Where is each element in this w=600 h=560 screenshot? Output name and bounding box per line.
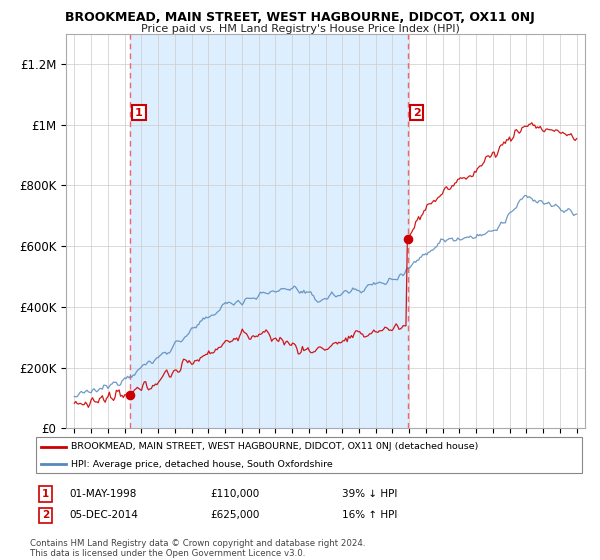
Text: 2: 2 bbox=[413, 108, 421, 118]
Text: 01-MAY-1998: 01-MAY-1998 bbox=[69, 489, 136, 499]
Text: 1: 1 bbox=[42, 489, 49, 499]
Text: BROOKMEAD, MAIN STREET, WEST HAGBOURNE, DIDCOT, OX11 0NJ: BROOKMEAD, MAIN STREET, WEST HAGBOURNE, … bbox=[65, 11, 535, 24]
Text: 05-DEC-2014: 05-DEC-2014 bbox=[69, 510, 138, 520]
FancyBboxPatch shape bbox=[36, 437, 582, 473]
Text: £110,000: £110,000 bbox=[210, 489, 259, 499]
Bar bbox=[130, 34, 408, 428]
Text: 39% ↓ HPI: 39% ↓ HPI bbox=[342, 489, 397, 499]
Text: HPI: Average price, detached house, South Oxfordshire: HPI: Average price, detached house, Sout… bbox=[71, 460, 333, 469]
Point bbox=[403, 234, 413, 243]
Text: Price paid vs. HM Land Registry's House Price Index (HPI): Price paid vs. HM Land Registry's House … bbox=[140, 24, 460, 34]
Point bbox=[125, 390, 135, 399]
Text: Contains HM Land Registry data © Crown copyright and database right 2024.
This d: Contains HM Land Registry data © Crown c… bbox=[30, 539, 365, 558]
Text: £625,000: £625,000 bbox=[210, 510, 259, 520]
Text: 16% ↑ HPI: 16% ↑ HPI bbox=[342, 510, 397, 520]
Text: 1: 1 bbox=[135, 108, 143, 118]
Text: BROOKMEAD, MAIN STREET, WEST HAGBOURNE, DIDCOT, OX11 0NJ (detached house): BROOKMEAD, MAIN STREET, WEST HAGBOURNE, … bbox=[71, 442, 479, 451]
Text: 2: 2 bbox=[42, 510, 49, 520]
